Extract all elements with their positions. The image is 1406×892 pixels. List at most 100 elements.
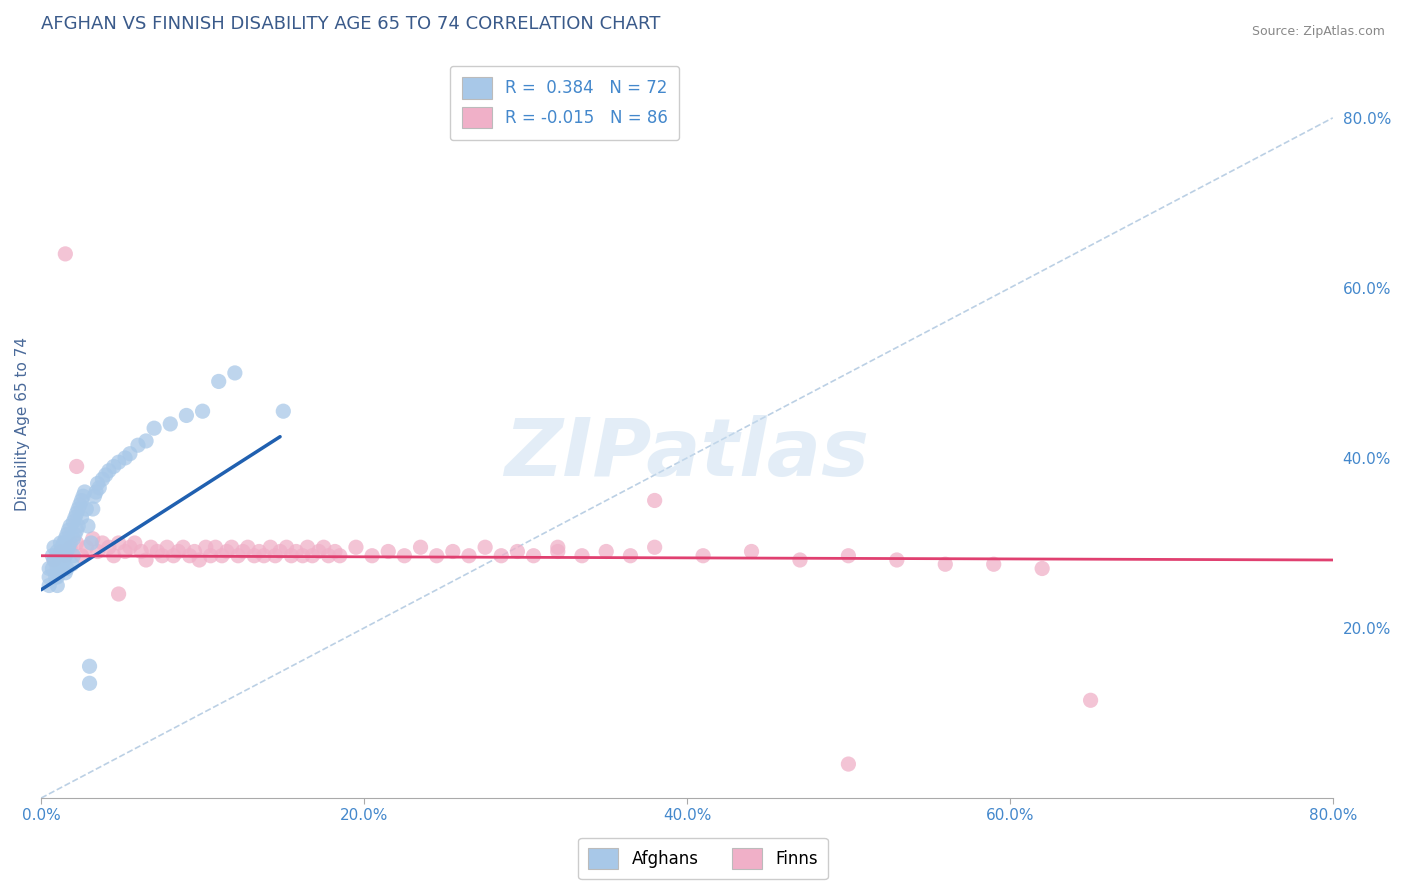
Point: [69, 498, 91, 512]
Point: [49, 553, 72, 567]
Point: [291, 549, 314, 563]
Point: [114, 450, 136, 465]
Point: [42, 553, 65, 567]
Point: [89, 481, 111, 495]
Point: [62, 549, 84, 563]
Point: [77, 519, 100, 533]
Point: [236, 540, 259, 554]
Point: [308, 544, 330, 558]
Point: [53, 549, 76, 563]
Point: [59, 519, 82, 533]
Legend: R =  0.384   N = 72, R = -0.015   N = 86: R = 0.384 N = 72, R = -0.015 N = 86: [450, 66, 679, 140]
Point: [506, 544, 529, 558]
Point: [75, 540, 97, 554]
Point: [143, 421, 166, 435]
Point: [789, 553, 811, 567]
Point: [172, 540, 194, 554]
Point: [103, 549, 125, 563]
Point: [409, 540, 432, 554]
Point: [52, 536, 75, 550]
Point: [97, 464, 120, 478]
Point: [571, 549, 593, 563]
Point: [45, 570, 67, 584]
Point: [72, 489, 94, 503]
Point: [82, 502, 104, 516]
Point: [80, 536, 103, 550]
Point: [276, 540, 298, 554]
Point: [129, 544, 152, 558]
Point: [280, 549, 302, 563]
Point: [118, 540, 141, 554]
Point: [41, 561, 63, 575]
Point: [66, 506, 89, 520]
Point: [886, 553, 908, 567]
Point: [56, 527, 79, 541]
Point: [56, 544, 79, 558]
Point: [269, 544, 291, 558]
Point: [211, 549, 233, 563]
Point: [595, 544, 617, 558]
Point: [46, 578, 69, 592]
Point: [38, 561, 60, 575]
Point: [42, 540, 65, 554]
Point: [377, 544, 399, 558]
Point: [46, 553, 69, 567]
Point: [194, 540, 217, 554]
Point: [441, 544, 464, 558]
Point: [344, 540, 367, 554]
Point: [191, 404, 214, 418]
Point: [58, 523, 80, 537]
Point: [297, 540, 319, 554]
Point: [644, 493, 666, 508]
Point: [1031, 561, 1053, 575]
Text: AFGHAN VS FINNISH DISABILITY AGE 65 TO 74 CORRELATION CHART: AFGHAN VS FINNISH DISABILITY AGE 65 TO 7…: [41, 15, 661, 33]
Point: [46, 570, 69, 584]
Point: [247, 544, 270, 558]
Point: [107, 536, 129, 550]
Point: [301, 549, 323, 563]
Point: [86, 544, 108, 558]
Point: [46, 544, 69, 558]
Point: [188, 553, 211, 567]
Point: [58, 540, 80, 554]
Legend: Afghans, Finns: Afghans, Finns: [578, 838, 828, 880]
Point: [837, 757, 859, 772]
Point: [329, 549, 352, 563]
Point: [53, 532, 76, 546]
Point: [56, 561, 79, 575]
Point: [86, 476, 108, 491]
Point: [426, 549, 449, 563]
Point: [124, 536, 146, 550]
Point: [66, 523, 89, 537]
Point: [38, 570, 60, 584]
Point: [243, 549, 266, 563]
Point: [837, 549, 859, 563]
Point: [1080, 693, 1102, 707]
Point: [692, 549, 714, 563]
Point: [41, 549, 63, 563]
Point: [135, 553, 157, 567]
Point: [62, 515, 84, 529]
Point: [66, 459, 89, 474]
Point: [52, 553, 75, 567]
Text: Source: ZipAtlas.com: Source: ZipAtlas.com: [1251, 25, 1385, 38]
Point: [162, 549, 184, 563]
Point: [49, 536, 72, 550]
Point: [83, 489, 105, 503]
Point: [107, 455, 129, 469]
Point: [118, 447, 141, 461]
Point: [114, 544, 136, 558]
Point: [63, 527, 86, 541]
Point: [741, 544, 763, 558]
Point: [522, 549, 544, 563]
Point: [215, 544, 238, 558]
Point: [53, 566, 76, 580]
Point: [62, 532, 84, 546]
Point: [63, 510, 86, 524]
Point: [167, 544, 190, 558]
Point: [146, 544, 169, 558]
Point: [156, 540, 179, 554]
Point: [66, 536, 89, 550]
Point: [127, 438, 149, 452]
Point: [42, 553, 65, 567]
